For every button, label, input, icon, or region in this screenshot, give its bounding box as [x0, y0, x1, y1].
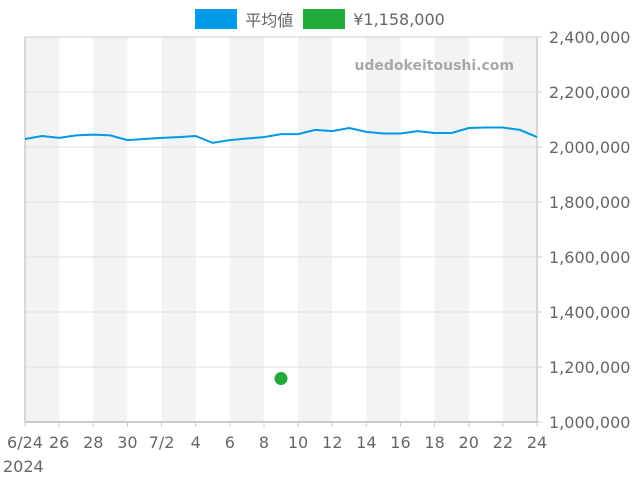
x-tick-label: 12	[322, 433, 342, 452]
legend-swatch-average	[195, 9, 238, 29]
legend-label-average: 平均値	[245, 11, 294, 30]
y-tick-label: 2,200,000	[549, 83, 630, 102]
x-tick-label: 30	[117, 433, 137, 452]
background-stripes	[25, 37, 537, 422]
x-tick-label: 20	[459, 433, 479, 452]
x-tick-label: 24	[527, 433, 547, 452]
x-tick-label: 6	[225, 433, 235, 452]
x-axis-year-label: 2024	[3, 457, 44, 476]
legend-item-average[interactable]: 平均値	[195, 7, 293, 31]
x-tick-label: 16	[390, 433, 410, 452]
y-tick-label: 1,800,000	[549, 193, 630, 212]
x-tick-label: 4	[191, 433, 201, 452]
x-tick-label: 22	[493, 433, 513, 452]
legend-swatch-price	[303, 9, 346, 29]
watermark: udedokeitoushi.com	[354, 58, 514, 74]
y-axis-labels: 2,400,000 2,200,000 2,000,000 1,800,000 1,60…	[549, 28, 630, 432]
price-point[interactable]	[274, 372, 288, 386]
y-tick-label: 2,000,000	[549, 138, 630, 157]
legend-label-price: ¥1,158,000	[353, 9, 445, 29]
x-tick-label: 6/24	[7, 433, 43, 452]
x-tick-label: 28	[83, 433, 103, 452]
y-tick-label: 1,000,000	[549, 413, 630, 432]
x-tick-label: 18	[424, 433, 444, 452]
price-points	[274, 372, 288, 386]
y-tick-label: 2,400,000	[549, 28, 630, 47]
x-tick-label: 26	[49, 433, 69, 452]
y-tick-label: 1,400,000	[549, 303, 630, 322]
chart-legend: 平均値 ¥1,158,000	[0, 8, 640, 30]
axes	[24, 36, 542, 427]
y-tick-label: 1,600,000	[549, 248, 630, 267]
average-price-line[interactable]	[24, 126, 538, 144]
legend-item-price[interactable]: ¥1,158,000	[303, 9, 445, 29]
x-tick-label: 7/2	[149, 433, 175, 452]
y-tick-label: 1,200,000	[549, 358, 630, 377]
x-axis-labels: 6/24 26 28 30 7/2 4 6 8 10 12 14 16 18 20 22 24	[7, 433, 547, 452]
x-tick-label: 8	[259, 433, 269, 452]
x-tick-label: 10	[288, 433, 308, 452]
x-tick-label: 14	[356, 433, 376, 452]
